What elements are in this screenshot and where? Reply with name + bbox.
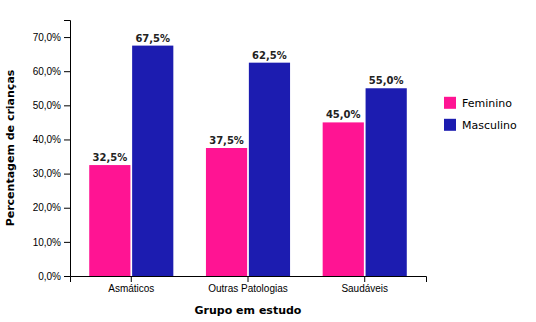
tick-mark [64,242,70,243]
tick-label: 30,0% [33,168,61,179]
tick: Asmáticos [108,276,154,294]
tick: 0,0% [38,271,70,282]
legend-label: Feminino [462,97,512,110]
legend-item: Feminino [444,97,512,110]
data-label: 45,0% [326,109,361,120]
bar [89,165,130,276]
tick: Saudáveis [341,276,388,294]
legend-swatch [444,119,456,131]
series [132,46,407,276]
chart: 0,0% 10,0% 20,0% 30,0% 40,0% 50,0% 60,0% 70,0% A… [0,0,536,322]
plot: 0,0% 10,0% 20,0% 30,0% 40,0% 50,0% 60,0% 70,0% A… [33,21,427,295]
y-axis-title: Percentagem de crianças [4,69,17,226]
tick: 10,0% [33,237,70,248]
tick-label: Outras Patologias [208,283,288,294]
bar [249,63,290,276]
tick: Outras Patologias [208,276,288,294]
tick-label: 50,0% [33,100,61,111]
legend-item: Masculino [444,119,517,132]
tick-mark [131,276,132,282]
tick-mark [64,37,70,38]
x-axis: Asmáticos Outras Patologias Saudáveis [71,276,427,294]
tick-label: Saudáveis [341,283,388,294]
tick: 50,0% [33,100,70,111]
bars [89,46,407,276]
legend-label: Masculino [462,119,517,132]
tick-label: 10,0% [33,237,61,248]
tick-label: 0,0% [38,271,61,282]
bar [323,122,364,276]
tick-mark [64,174,70,175]
bar [206,148,247,276]
tick-label: 40,0% [33,134,61,145]
tick-label: 60,0% [33,66,61,77]
tick-mark [248,276,249,282]
tick-mark [364,276,365,282]
tick-label: 20,0% [33,202,61,213]
series [89,122,364,276]
tick-mark [64,105,70,106]
bar [132,46,173,276]
data-label: 55,0% [369,75,404,86]
axis-line [71,277,427,283]
tick-mark [64,208,70,209]
tick-mark [64,276,70,277]
tick: 60,0% [33,66,70,77]
tick: 20,0% [33,202,70,213]
legend-swatch [444,97,456,109]
bar [366,88,407,276]
data-label: 37,5% [209,135,244,146]
y-axis: 0,0% 10,0% 20,0% 30,0% 40,0% 50,0% 60,0% 70,0% [33,21,71,282]
tick: 30,0% [33,168,70,179]
tick: 70,0% [33,32,70,43]
tick-mark [64,71,70,72]
tick-label: 70,0% [33,32,61,43]
tick-label: Asmáticos [108,283,154,294]
data-label: 62,5% [252,50,287,61]
legend: Feminino Masculino [444,97,517,132]
x-axis-title: Grupo em estudo [195,304,302,317]
data-labels: 32,5% 37,5% 45,0% 67,5% 62,5% 55,0% [92,33,403,163]
data-label: 32,5% [92,152,127,163]
tick: 40,0% [33,134,70,145]
tick-mark [64,139,70,140]
data-label: 67,5% [135,33,170,44]
axis-line [64,21,71,277]
